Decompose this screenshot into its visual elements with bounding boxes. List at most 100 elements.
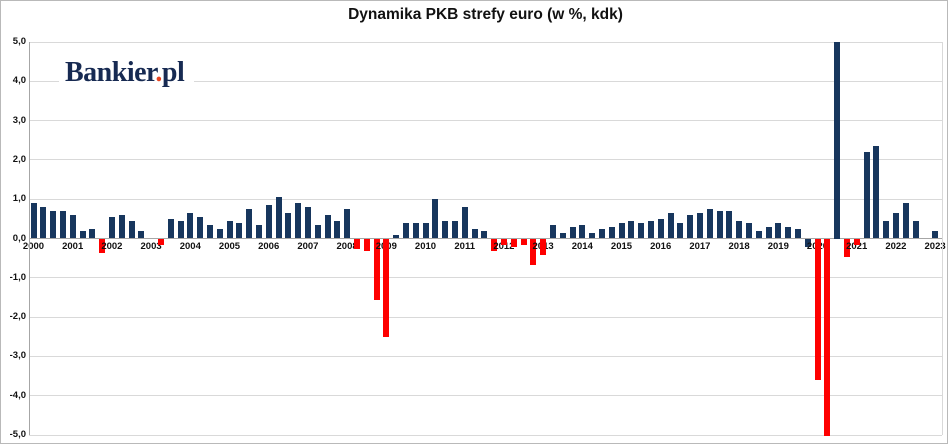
bar-2003Q4 (177, 220, 184, 239)
bar-2011Q2 (471, 228, 478, 239)
x-axis-label-2002: 2002 (101, 241, 123, 252)
y-axis-label-0.0: 0,0 (12, 232, 26, 244)
bar-2010Q4 (451, 220, 458, 239)
bar-2019Q1 (775, 222, 782, 239)
plot-right-border (942, 42, 943, 435)
x-axis-label-2012: 2012 (493, 241, 515, 252)
bar-2014Q2 (589, 232, 596, 239)
bar-2006Q2 (275, 197, 282, 239)
y-axis-label--2.0: -2,0 (9, 311, 26, 323)
bar-2017Q4 (726, 210, 733, 239)
gridline--2.0 (29, 316, 942, 318)
bar-2001Q2 (79, 230, 86, 239)
x-axis-label-2005: 2005 (218, 241, 241, 252)
x-axis-label-2014: 2014 (571, 241, 593, 252)
bar-2013Q4 (569, 226, 576, 239)
bar-2007Q4 (334, 220, 341, 239)
x-axis-label-2003: 2003 (140, 241, 162, 252)
bar-2002Q4 (138, 230, 145, 239)
bar-2011Q1 (461, 207, 468, 239)
x-axis-label-2006: 2006 (258, 241, 280, 252)
logo-dot: . (155, 57, 162, 88)
bar-2012Q3 (520, 239, 527, 245)
bar-2016Q3 (677, 222, 684, 239)
gridline--4.0 (29, 395, 942, 397)
bar-2003Q2 (157, 239, 164, 245)
gridline-4.0 (29, 80, 942, 82)
bar-2015Q4 (647, 220, 654, 239)
bar-2019Q4 (804, 239, 811, 247)
x-axis-label-2015: 2015 (610, 241, 633, 252)
bar-2022Q1 (892, 212, 899, 239)
y-axis-label-2.0: 2,0 (12, 153, 26, 165)
bar-2012Q4 (530, 239, 537, 265)
bar-2021Q2 (863, 152, 870, 239)
bar-2013Q2 (549, 224, 556, 239)
x-axis-label-2017: 2017 (689, 241, 711, 252)
bar-2019Q2 (785, 226, 792, 239)
bar-2020Q1 (814, 239, 821, 381)
x-axis-label-2007: 2007 (297, 241, 319, 252)
bar-2015Q1 (618, 222, 625, 239)
bar-2014Q4 (608, 226, 615, 239)
x-axis-label-2023: 2023 (924, 241, 946, 252)
x-axis-label-2008: 2008 (336, 241, 358, 252)
gridline--3.0 (29, 355, 942, 357)
bar-2005Q4 (255, 224, 262, 239)
bar-2006Q4 (295, 203, 302, 239)
bar-2008Q4 (373, 239, 380, 300)
bar-2009Q1 (383, 239, 390, 338)
bar-2013Q1 (540, 239, 547, 255)
bankier-logo: Bankier.pl (59, 57, 195, 91)
bar-2021Q3 (873, 146, 880, 239)
y-axis-label--4.0: -4,0 (9, 389, 26, 401)
x-axis-label-2022: 2022 (885, 241, 907, 252)
bar-2004Q3 (206, 224, 213, 239)
bar-2000Q4 (59, 210, 66, 239)
bar-2016Q1 (657, 218, 664, 239)
gridline-5.0 (29, 41, 942, 43)
gridline-3.0 (29, 120, 942, 122)
chart-title: Dynamika PKB strefy euro (w %, kdk) (348, 6, 623, 23)
bar-2017Q2 (706, 209, 713, 239)
bar-2019Q3 (794, 228, 801, 239)
y-axis-label--5.0: -5,0 (9, 429, 26, 440)
bar-2016Q2 (667, 212, 674, 239)
y-axis-label-4.0: 4,0 (12, 75, 26, 87)
logo-text-suffix: pl (161, 57, 185, 88)
gridline--1.0 (29, 277, 942, 279)
bar-2002Q2 (118, 214, 125, 239)
y-axis-label-1.0: 1,0 (12, 193, 26, 205)
bar-2017Q3 (716, 210, 723, 239)
bar-2017Q1 (696, 212, 703, 239)
bar-2010Q2 (432, 199, 439, 239)
logo-text-main: Bankier (65, 57, 156, 88)
y-axis-label--1.0: -1,0 (9, 271, 26, 283)
bar-2018Q2 (745, 222, 752, 239)
bar-2001Q1 (69, 214, 76, 239)
gridline-0.0 (29, 238, 942, 239)
bar-2021Q4 (883, 220, 890, 239)
y-axis-line (29, 42, 30, 435)
gridline-1.0 (29, 198, 942, 200)
bar-2007Q2 (314, 224, 321, 239)
bar-2004Q2 (197, 216, 204, 239)
y-axis-label-5.0: 5,0 (12, 36, 26, 47)
bar-2000Q1 (30, 203, 37, 239)
bar-2022Q2 (902, 203, 909, 239)
bar-2006Q3 (285, 212, 292, 239)
bar-2018Q4 (765, 226, 772, 239)
bar-2012Q1 (500, 239, 507, 245)
bar-2012Q2 (510, 239, 517, 247)
bar-2020Q3 (834, 42, 841, 239)
bar-2010Q1 (422, 222, 429, 239)
bar-2008Q2 (353, 239, 360, 249)
y-axis-label-3.0: 3,0 (12, 114, 26, 126)
bar-2020Q4 (843, 239, 850, 257)
bar-2009Q2 (393, 234, 400, 239)
bar-2011Q3 (481, 230, 488, 239)
bar-2020Q2 (824, 239, 831, 436)
gridline--5.0 (29, 434, 942, 436)
